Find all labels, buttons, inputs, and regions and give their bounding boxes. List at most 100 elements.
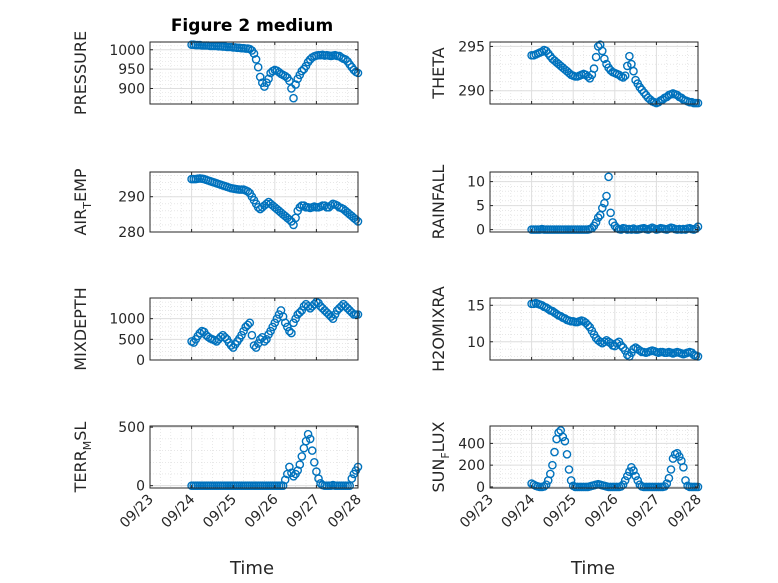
x-tick-label: 09/28 <box>665 492 705 532</box>
axes-box <box>489 297 699 361</box>
data-point <box>291 314 300 324</box>
axes-box <box>489 41 699 105</box>
y-axis-label: RAINFALL <box>429 165 448 240</box>
data-point <box>612 338 622 348</box>
data-point <box>633 476 643 485</box>
y-axis-label: PRESSURE <box>71 31 90 115</box>
data-point <box>326 201 336 210</box>
data-point <box>616 225 626 234</box>
data-point <box>662 92 672 102</box>
data-point <box>330 310 340 319</box>
data-point <box>270 318 280 328</box>
data-point <box>556 311 566 321</box>
y-tick-label: 10 <box>467 175 485 191</box>
data-point <box>243 187 253 196</box>
data-point <box>295 202 305 212</box>
data-point <box>220 332 230 342</box>
data-point <box>314 474 323 483</box>
data-point <box>249 49 259 58</box>
data-point <box>347 474 357 483</box>
data-point <box>548 460 557 470</box>
y-axis-label: TERRMSL <box>71 422 94 494</box>
data-point <box>606 208 615 218</box>
subplot-0: 900 950 1000 PRESSURE <box>71 31 363 115</box>
data-point <box>285 326 294 336</box>
data-point <box>303 429 313 439</box>
data-point <box>591 52 601 62</box>
data-point <box>623 471 632 481</box>
data-point <box>564 465 574 474</box>
y-tick-label: 0 <box>476 480 485 496</box>
data-point <box>247 330 257 340</box>
subplot-6: 0 500 09/23 09/24 09/25 09/26 09/27 09/28 TERRMS… <box>71 420 365 531</box>
y-tick-label: 500 <box>118 332 145 348</box>
data-point <box>664 473 674 483</box>
x-axis-label-right: Time <box>570 558 615 579</box>
subplot-2: 280 290 AIRTEMP <box>71 168 363 241</box>
x-tick-label: 09/26 <box>582 491 622 531</box>
data-point <box>560 436 570 446</box>
y-axis-label: MIXDEPTH <box>71 287 90 370</box>
axes-box <box>489 171 699 233</box>
data-point <box>226 341 236 350</box>
y-tick-label: 0 <box>136 353 145 369</box>
data-point <box>287 328 296 338</box>
data-point <box>309 457 319 467</box>
data-point <box>600 54 609 64</box>
data-point <box>620 71 630 80</box>
data-point <box>620 476 630 485</box>
data-point <box>326 312 336 321</box>
data-point <box>602 191 611 201</box>
y-tick-label: 10 <box>467 335 485 351</box>
subplot-4: 0 500 1000 MIXDEPTH <box>71 287 363 371</box>
data-point <box>675 452 684 461</box>
data-point <box>251 343 261 352</box>
data-point <box>625 467 634 477</box>
y-axis-label: AIRTEMP <box>71 168 94 235</box>
x-tick-label: 09/27 <box>623 492 663 532</box>
data-point <box>618 73 628 82</box>
data-point <box>341 55 350 64</box>
subplot-3: 0 5 10 RAINFALL <box>429 165 703 240</box>
data-point <box>566 476 576 485</box>
data-point <box>239 326 248 336</box>
data-point <box>289 93 298 103</box>
data-point <box>593 213 603 222</box>
data-point <box>558 432 568 442</box>
data-point <box>297 66 307 76</box>
data-point <box>285 76 294 86</box>
y-tick-label: 950 <box>118 62 145 78</box>
data-point <box>289 471 298 481</box>
y-axis-label: H2OMIXRA <box>429 286 448 372</box>
data-point <box>543 304 553 314</box>
data-point <box>245 44 255 54</box>
data-point <box>262 334 271 344</box>
data-point <box>550 447 559 457</box>
data-point <box>604 172 613 182</box>
x-axis-label-left: Time <box>229 558 274 579</box>
data-point <box>264 74 273 84</box>
data-point <box>274 310 284 319</box>
axes-box <box>149 297 359 361</box>
data-point <box>629 66 638 76</box>
y-tick-label: 0 <box>476 223 485 239</box>
data-point <box>583 320 593 330</box>
data-point <box>249 341 259 350</box>
y-tick-label: 295 <box>458 39 485 55</box>
axes-box <box>149 425 359 489</box>
y-tick-label: 280 <box>118 225 145 241</box>
data-point <box>552 309 561 319</box>
data-point <box>629 466 638 475</box>
subplot-5: 10 15 H2OMIXRA <box>429 286 703 372</box>
y-tick-label: 0 <box>136 479 145 495</box>
x-tick-label: 09/23 <box>117 492 157 532</box>
data-point <box>295 460 305 469</box>
data-point <box>320 201 330 210</box>
data-point <box>616 482 626 491</box>
y-tick-label: 900 <box>118 82 145 98</box>
data-point <box>297 306 307 315</box>
data-point <box>285 462 294 472</box>
x-tick-label: 09/26 <box>242 491 282 531</box>
y-tick-label: 290 <box>118 190 145 206</box>
